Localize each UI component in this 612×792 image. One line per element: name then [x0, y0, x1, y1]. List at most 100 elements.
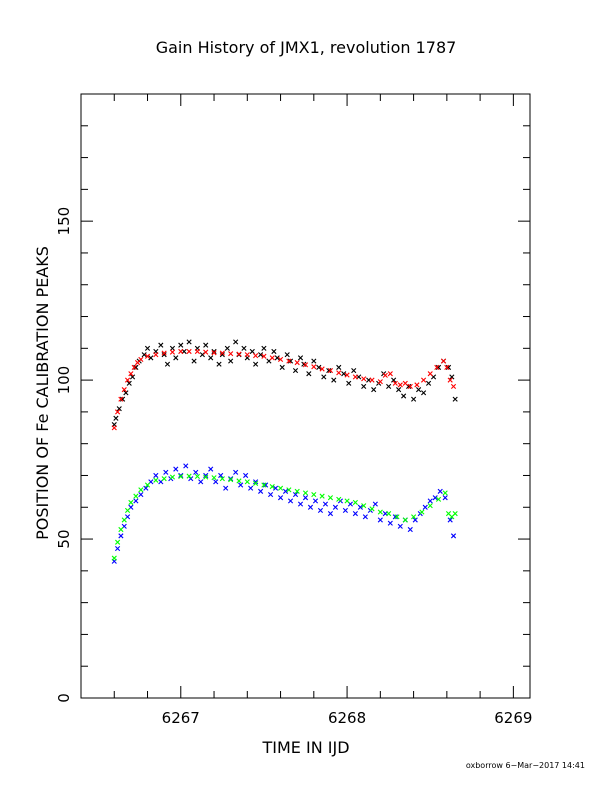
data-point [261, 482, 267, 488]
data-point [203, 472, 209, 479]
data-point [258, 488, 264, 494]
data-point [346, 380, 352, 386]
data-point [297, 501, 304, 507]
data-point [118, 533, 124, 539]
data-point [178, 473, 184, 480]
data-point [336, 364, 342, 370]
data-point [286, 487, 292, 493]
data-point [302, 490, 309, 496]
data-point [163, 469, 169, 475]
data-point [219, 350, 225, 356]
data-point [369, 377, 375, 383]
data-point [442, 495, 448, 501]
data-point [321, 374, 327, 380]
data-point [445, 364, 452, 370]
data-point [133, 364, 139, 370]
data-point [118, 396, 124, 402]
data-point [191, 358, 197, 364]
data-point [193, 469, 199, 475]
data-point [153, 352, 159, 358]
data-point [114, 546, 121, 552]
data-point [419, 509, 425, 515]
data-point [369, 506, 375, 512]
data-point [414, 382, 420, 388]
data-point [326, 367, 332, 374]
data-point [138, 491, 144, 498]
data-point [199, 352, 205, 358]
data-point [224, 345, 230, 351]
data-point [372, 501, 378, 507]
data-point [427, 371, 433, 377]
data-point [188, 476, 194, 482]
data-point [437, 488, 443, 494]
series-3 [111, 473, 458, 561]
data-point [397, 523, 403, 529]
data-point [158, 342, 164, 348]
data-point [208, 355, 214, 361]
data-point [173, 466, 179, 472]
data-point [261, 345, 267, 351]
data-point [292, 367, 299, 374]
data-point [316, 364, 322, 370]
data-point [322, 501, 329, 507]
data-point [342, 507, 348, 514]
data-point [331, 377, 337, 383]
data-point [186, 348, 192, 355]
data-point [223, 485, 229, 491]
data-point [344, 372, 350, 378]
data-point [271, 348, 277, 355]
data-point [114, 409, 121, 415]
data-point [452, 396, 458, 402]
y-tick-label: 50 [55, 530, 73, 549]
axis-ticks [80, 93, 530, 699]
data-point [133, 498, 139, 504]
y-axis-label: POSITION OF Fe CALIBRATION PEAKS [33, 246, 52, 540]
data-point [361, 503, 367, 509]
data-point [452, 511, 458, 517]
data-point [450, 383, 457, 390]
data-point [352, 511, 358, 517]
data-point [211, 350, 217, 356]
data-point [272, 485, 279, 491]
data-point [241, 345, 247, 351]
data-point [422, 504, 428, 510]
data-point [128, 371, 134, 377]
data-point [387, 520, 393, 526]
data-point [236, 351, 242, 357]
data-point [377, 509, 383, 515]
data-point [118, 526, 124, 533]
footer-credit: oxborrow 6−Mar−2017 14:41 [466, 761, 585, 770]
data-point [382, 372, 388, 378]
data-point [141, 352, 147, 358]
data-point [450, 533, 457, 539]
data-point [319, 493, 325, 499]
data-point [420, 390, 427, 396]
data-point [198, 479, 204, 485]
data-point [317, 507, 324, 514]
y-tick-label: 100 [55, 366, 73, 395]
data-point [213, 479, 219, 485]
data-point [148, 355, 154, 361]
data-point [286, 358, 292, 364]
data-point [440, 358, 447, 364]
data-point [387, 371, 393, 377]
data-point [377, 379, 383, 385]
data-point [442, 490, 448, 496]
data-point [244, 479, 250, 485]
data-point [412, 517, 418, 523]
data-point [327, 367, 334, 374]
data-point [203, 342, 209, 348]
data-point [307, 504, 314, 510]
data-point [444, 364, 450, 370]
data-point [282, 488, 289, 494]
data-point [311, 491, 317, 498]
data-point [352, 499, 358, 506]
data-point [183, 463, 189, 469]
data-point [361, 383, 367, 390]
data-point [341, 371, 347, 377]
data-point [407, 526, 413, 533]
data-point [274, 355, 280, 361]
data-point [361, 376, 367, 382]
data-point [396, 387, 402, 393]
data-point [352, 374, 358, 380]
